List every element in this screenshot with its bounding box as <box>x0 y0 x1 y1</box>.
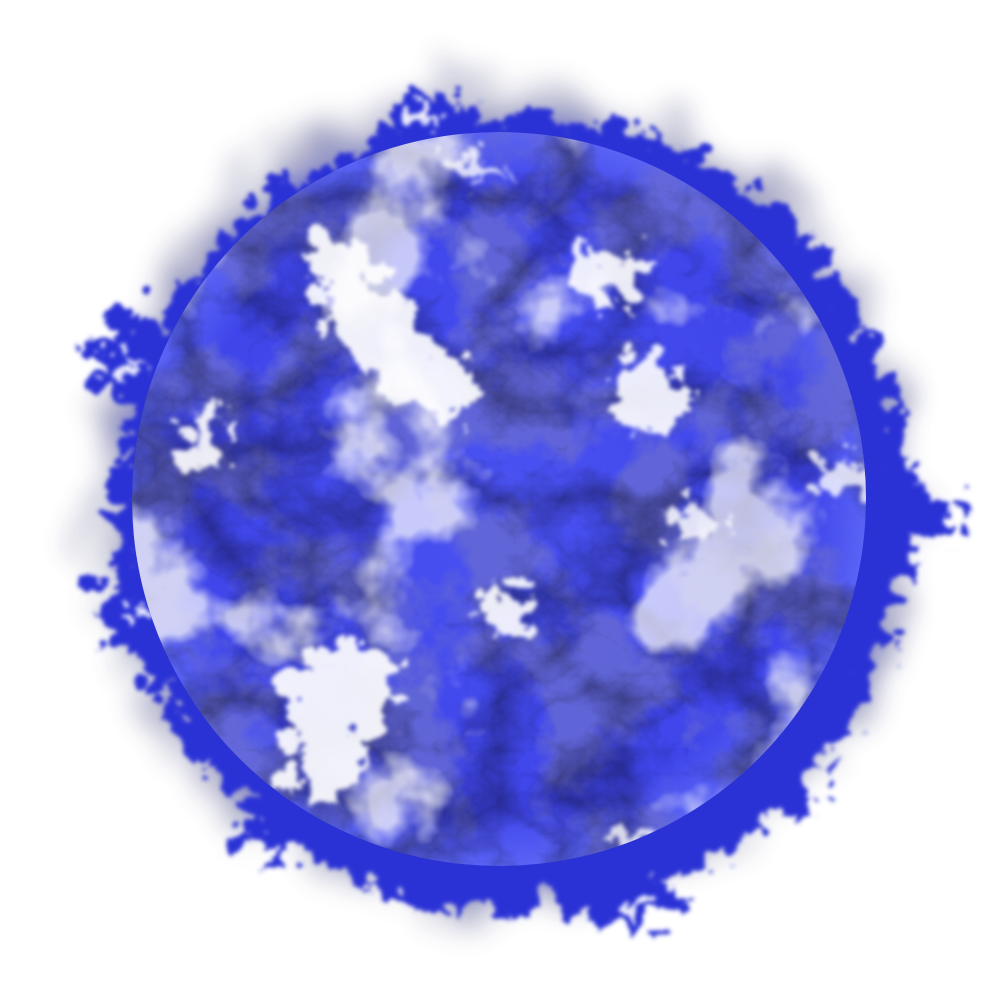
star-core <box>132 132 866 866</box>
flare-highlights <box>105 92 970 898</box>
